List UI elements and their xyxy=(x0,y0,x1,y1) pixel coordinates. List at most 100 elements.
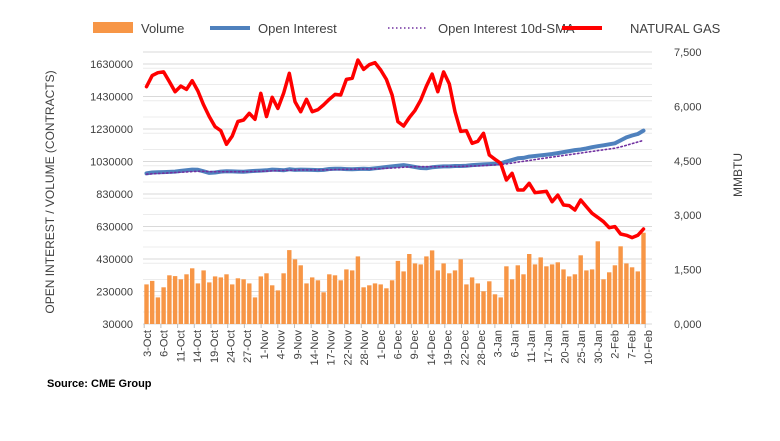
volume-bar xyxy=(509,279,515,324)
volume-bar xyxy=(424,256,429,324)
volume-bar xyxy=(481,291,486,324)
volume-bar xyxy=(629,267,635,324)
x-tick-label: 22-Nov xyxy=(342,330,354,366)
volume-bar xyxy=(412,263,418,324)
legend-swatch-volume xyxy=(93,22,133,33)
x-tick-label: 10-Feb xyxy=(643,330,655,365)
x-tick-label: 9-Dec xyxy=(409,330,421,360)
x-tick-label: 28-Nov xyxy=(359,330,371,366)
volume-bar xyxy=(367,285,372,324)
volume-bar xyxy=(270,285,275,324)
right-tick-label: 6,000 xyxy=(674,101,702,113)
x-tick-label: 19-Oct xyxy=(209,330,221,363)
open-interest-10d-sma-line xyxy=(145,139,645,175)
volume-bar xyxy=(447,273,452,324)
x-tick-label: 14-Oct xyxy=(192,330,204,363)
volume-bar xyxy=(624,263,629,324)
x-tick-label: 25-Jan xyxy=(576,330,588,364)
volume-bar xyxy=(515,265,520,324)
volume-bar xyxy=(378,284,383,324)
volume-bar xyxy=(184,274,189,324)
x-tick-label: 2-Feb xyxy=(610,330,622,359)
legend-label-volume: Volume xyxy=(141,21,184,36)
volume-bar xyxy=(595,241,600,324)
left-tick-label: 1030000 xyxy=(90,157,133,169)
volume-bar xyxy=(201,270,206,324)
left-tick-label: 30000 xyxy=(102,319,133,331)
volume-bar xyxy=(190,268,195,324)
x-tick-label: 24-Oct xyxy=(226,330,238,363)
volume-bar xyxy=(641,232,646,324)
volume-bar xyxy=(310,277,315,324)
x-tick-label: 6-Jan xyxy=(509,330,521,358)
x-tick-label: 6-Oct xyxy=(159,330,171,357)
volume-bar xyxy=(241,279,246,324)
volume-bar xyxy=(224,274,229,324)
volume-bar xyxy=(401,271,406,324)
volume-bar xyxy=(464,284,469,324)
volume-bar xyxy=(178,279,183,324)
volume-bar xyxy=(584,270,589,324)
volume-bar xyxy=(384,288,389,325)
volume-bar xyxy=(561,269,566,324)
right-axis-title: MMBTU xyxy=(731,153,745,197)
volume-bar xyxy=(487,281,492,324)
legend-label-natural-gas: NATURAL GAS xyxy=(630,21,721,36)
right-tick-label: 4,500 xyxy=(674,156,702,168)
volume-bar xyxy=(589,269,595,324)
volume-bar xyxy=(635,271,640,324)
right-tick-label: 3,000 xyxy=(674,210,702,222)
left-axis-title: OPEN INTEREST / VOLUME (CONTRACTS) xyxy=(43,70,57,313)
open-interest-line xyxy=(144,128,646,176)
x-tick-label: 22-Dec xyxy=(459,330,471,366)
x-tick-label: 4-Nov xyxy=(276,330,288,360)
volume-bar xyxy=(527,254,532,324)
volume-bar xyxy=(161,287,166,324)
x-tick-label: 11-Oct xyxy=(175,330,187,362)
volume-bar xyxy=(332,275,338,325)
volume-bar xyxy=(521,274,526,324)
volume-bar xyxy=(395,260,401,324)
volume-bar xyxy=(458,259,463,324)
volume-bar xyxy=(549,264,555,324)
volume-bar xyxy=(429,250,435,324)
volume-bar xyxy=(607,272,612,324)
volume-bar xyxy=(172,276,178,324)
volume-bar xyxy=(498,297,503,324)
x-tick-label: 1-Nov xyxy=(259,330,271,360)
right-axis-ticks: 0,000 1,500 3,000 4,500 6,000 7,500 xyxy=(674,47,702,331)
volume-bar xyxy=(538,257,543,324)
volume-bar xyxy=(258,276,263,324)
volume-bar xyxy=(287,250,292,324)
volume-bar xyxy=(230,284,235,324)
x-axis-ticks: 3-Oct 6-Oct 11-Oct 14-Oct 19-Oct 24-Oct 27-Oct… xyxy=(142,324,655,365)
x-tick-label: 3-Jan xyxy=(493,330,505,358)
x-tick-label: 6-Dec xyxy=(393,330,405,360)
volume-bar xyxy=(572,274,578,324)
left-tick-label: 1430000 xyxy=(90,92,133,104)
volume-bar xyxy=(532,264,538,324)
volume-bar xyxy=(504,266,509,324)
x-tick-label: 3-Oct xyxy=(142,330,154,357)
volume-bar xyxy=(281,273,286,324)
volume-bar xyxy=(372,283,378,324)
volume-bar xyxy=(578,255,583,324)
volume-bar xyxy=(418,264,423,324)
left-tick-label: 230000 xyxy=(96,287,133,299)
volume-bar xyxy=(407,254,412,324)
x-tick-label: 7-Feb xyxy=(626,330,638,359)
volume-bar xyxy=(292,259,298,324)
volume-bar xyxy=(327,274,332,324)
volume-bar xyxy=(252,297,258,324)
volume-bar xyxy=(612,265,618,324)
volume-bar xyxy=(144,284,149,324)
left-tick-label: 1630000 xyxy=(90,59,133,71)
volume-bar xyxy=(361,287,366,324)
series-lines xyxy=(144,58,646,240)
x-tick-label: 11-Jan xyxy=(526,330,538,363)
legend-label-sma: Open Interest 10d-SMA xyxy=(438,21,575,36)
volume-bar xyxy=(218,277,223,324)
volume-bar xyxy=(544,266,549,324)
volume-bar xyxy=(475,283,480,324)
x-tick-label: 9-Nov xyxy=(292,330,304,360)
